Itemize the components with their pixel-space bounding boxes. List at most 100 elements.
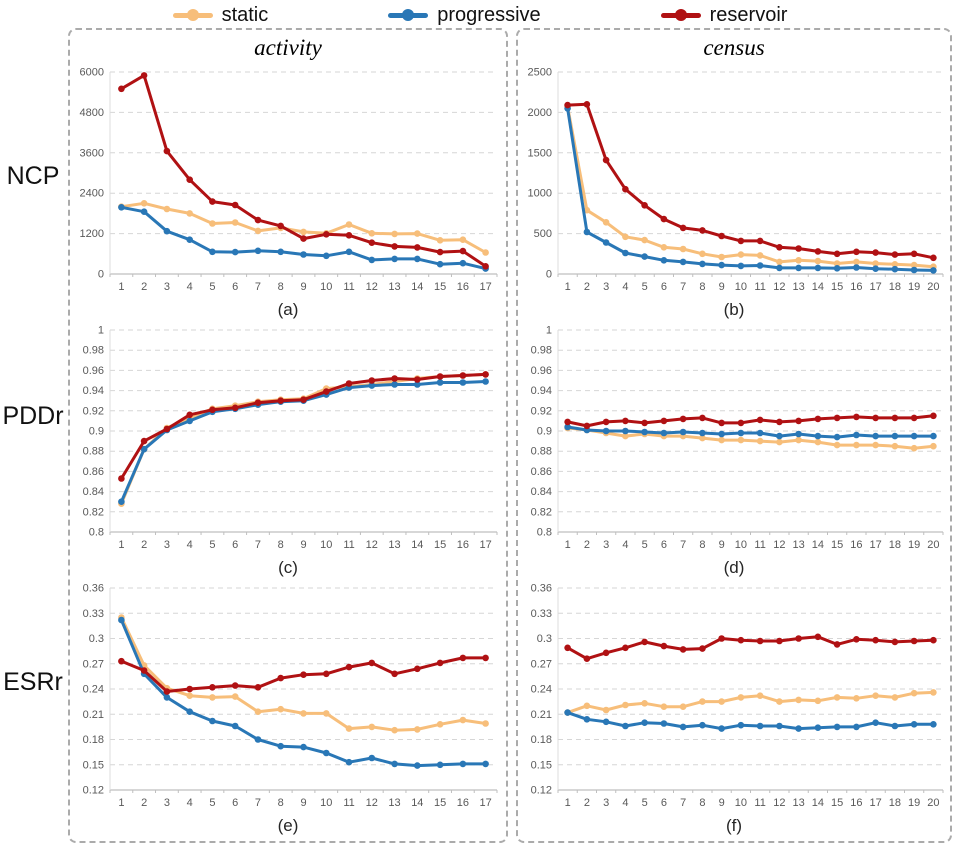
svg-text:10: 10 (735, 539, 747, 551)
svg-text:16: 16 (457, 281, 469, 293)
svg-text:9: 9 (719, 797, 725, 809)
svg-text:17: 17 (870, 281, 882, 293)
svg-text:0.98: 0.98 (83, 345, 104, 357)
legend-item-progressive: progressive (388, 5, 541, 25)
svg-text:0.98: 0.98 (531, 345, 552, 357)
chart-a-caption: (a) (277, 300, 299, 319)
svg-text:0.15: 0.15 (83, 759, 104, 771)
svg-text:5: 5 (209, 797, 215, 809)
svg-text:13: 13 (793, 797, 805, 809)
svg-text:1: 1 (118, 281, 124, 293)
svg-text:2: 2 (584, 539, 590, 551)
static-line-marker-icon (172, 9, 213, 21)
svg-text:10: 10 (320, 281, 332, 293)
legend-item-reservoir: reservoir (660, 4, 788, 26)
svg-text:10: 10 (735, 281, 747, 293)
svg-text:0.96: 0.96 (83, 365, 104, 377)
svg-text:10: 10 (735, 797, 747, 809)
legend-label: reservoir (709, 4, 788, 26)
svg-text:11: 11 (343, 281, 354, 293)
svg-text:20: 20 (927, 539, 939, 551)
svg-text:3: 3 (603, 281, 609, 293)
svg-text:12: 12 (366, 797, 378, 809)
svg-text:15: 15 (434, 281, 446, 293)
svg-text:17: 17 (479, 281, 491, 293)
svg-text:7: 7 (680, 281, 686, 293)
svg-text:6000: 6000 (80, 67, 104, 79)
chart-b-caption: (b) (723, 300, 745, 319)
svg-text:17: 17 (479, 539, 491, 551)
svg-text:1: 1 (118, 797, 124, 809)
svg-text:17: 17 (479, 797, 491, 809)
svg-text:0.27: 0.27 (83, 658, 104, 670)
svg-text:0.86: 0.86 (83, 466, 104, 478)
svg-text:0.92: 0.92 (83, 405, 104, 417)
census-panel: census 0 500 1000 1500 2000 2500 1 2 3 4 5 6 7 8 9 10 11… (516, 28, 952, 843)
legend-item-static: static (172, 5, 268, 25)
chart-f: 0.120.150.180.210.240.270.30.330.361 2 3 4 5… (531, 583, 944, 809)
svg-text:0.8: 0.8 (89, 527, 104, 539)
svg-text:0.8: 0.8 (537, 527, 552, 539)
svg-text:0.36: 0.36 (83, 583, 104, 595)
svg-text:8: 8 (278, 539, 284, 551)
svg-text:11: 11 (754, 281, 765, 293)
chart-c-block: 0.8 0.82 0.84 0.86 0.88 0.9 0.92 0.94 0.96 0.98 1 1… (70, 321, 506, 579)
chart-e-block: 0.12 0.15 0.18 0.21 0.24 0.27 0.3 0.33 0.36 1 2 3 4 5… (70, 579, 506, 837)
svg-text:0.21: 0.21 (83, 709, 104, 721)
svg-text:2: 2 (584, 281, 590, 293)
svg-text:13: 13 (793, 539, 805, 551)
svg-text:0.88: 0.88 (531, 446, 552, 458)
svg-text:8: 8 (278, 281, 284, 293)
legend: static progressive reservoir (0, 1, 960, 29)
svg-text:0: 0 (98, 269, 104, 281)
svg-text:13: 13 (388, 281, 400, 293)
svg-text:2: 2 (141, 539, 147, 551)
svg-text:15: 15 (434, 539, 446, 551)
svg-text:2: 2 (141, 797, 147, 809)
row-label-ncp: NCP (6, 162, 60, 190)
census-panel-title: census (703, 35, 765, 60)
svg-text:2400: 2400 (80, 188, 104, 200)
svg-text:2500: 2500 (528, 67, 552, 79)
svg-text:7: 7 (680, 539, 686, 551)
svg-text:20: 20 (927, 281, 939, 293)
svg-text:1: 1 (565, 797, 571, 809)
svg-text:0.3: 0.3 (89, 633, 104, 645)
svg-text:5: 5 (209, 281, 215, 293)
svg-text:0.9: 0.9 (537, 426, 552, 438)
svg-text:14: 14 (812, 797, 824, 809)
svg-text:12: 12 (773, 281, 785, 293)
chart-c-caption: (c) (278, 558, 298, 577)
svg-text:11: 11 (343, 539, 354, 551)
svg-text:0.33: 0.33 (83, 608, 104, 620)
svg-text:15: 15 (831, 281, 843, 293)
svg-text:4: 4 (187, 281, 193, 293)
svg-text:15: 15 (831, 797, 843, 809)
svg-text:17: 17 (870, 539, 882, 551)
svg-text:0.84: 0.84 (83, 486, 104, 498)
svg-text:7: 7 (255, 281, 261, 293)
svg-text:4800: 4800 (80, 107, 104, 119)
svg-text:4: 4 (622, 281, 628, 293)
svg-text:13: 13 (388, 797, 400, 809)
svg-text:9: 9 (300, 539, 306, 551)
svg-text:1: 1 (98, 325, 104, 337)
chart-d-block: 0.8 0.82 0.84 0.86 0.88 0.9 0.92 0.94 0.96 0.98 1 1… (518, 321, 950, 579)
svg-text:0.18: 0.18 (83, 734, 104, 746)
svg-text:8: 8 (278, 797, 284, 809)
svg-text:0.18: 0.18 (531, 734, 552, 746)
svg-text:11: 11 (754, 539, 765, 551)
svg-text:19: 19 (908, 797, 920, 809)
svg-text:0: 0 (546, 269, 552, 281)
svg-text:4: 4 (187, 797, 193, 809)
svg-text:11: 11 (754, 797, 765, 809)
svg-text:0.92: 0.92 (531, 405, 552, 417)
svg-text:12: 12 (366, 539, 378, 551)
svg-text:5: 5 (642, 281, 648, 293)
svg-text:6: 6 (232, 797, 238, 809)
svg-text:14: 14 (411, 281, 423, 293)
svg-text:10: 10 (320, 797, 332, 809)
